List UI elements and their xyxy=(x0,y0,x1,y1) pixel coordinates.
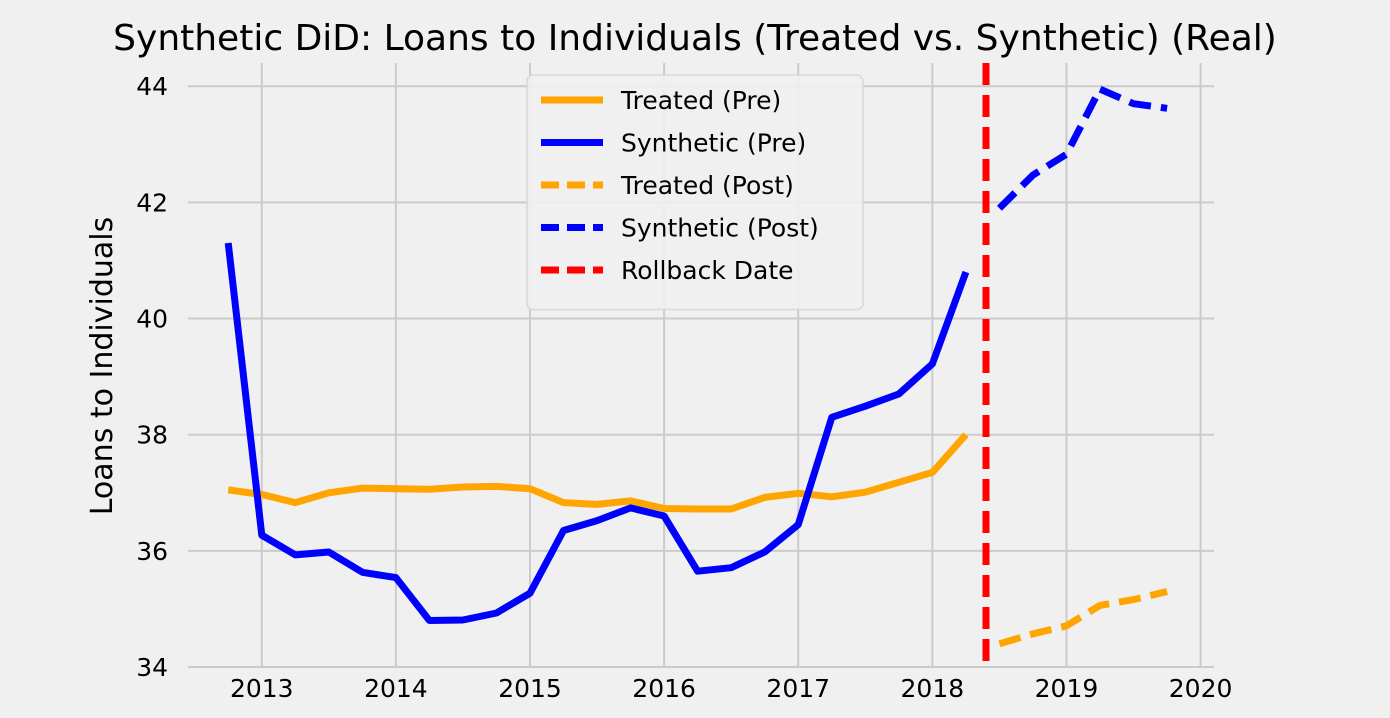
legend: Treated (Pre) Synthetic (Pre) Treated (Pos… xyxy=(526,74,864,311)
chart-title: Synthetic DiD: Loans to Individuals (Tre… xyxy=(113,18,1277,59)
x-tick-label: 2015 xyxy=(498,674,562,703)
x-tick-labels: 2013 2014 2015 2016 2017 2018 2019 2020 xyxy=(230,674,1232,703)
y-tick-label: 38 xyxy=(136,421,168,450)
x-tick-label: 2019 xyxy=(1035,674,1099,703)
series-line-synthetic-post xyxy=(996,85,1168,211)
series-line-treated-pre xyxy=(227,432,969,513)
y-tick-label: 42 xyxy=(136,188,168,217)
legend-box xyxy=(526,74,864,311)
legend-label-treated-pre: Treated (Pre) xyxy=(620,86,781,115)
y-tick-label: 34 xyxy=(136,653,168,682)
y-axis-label: Loans to Individuals xyxy=(85,217,120,516)
x-tick-label: 2018 xyxy=(901,674,965,703)
y-tick-label: 40 xyxy=(136,305,168,334)
x-tick-label: 2013 xyxy=(230,674,294,703)
legend-label-treated-post: Treated (Post) xyxy=(620,171,794,200)
x-tick-label: 2017 xyxy=(766,674,830,703)
x-tick-label: 2016 xyxy=(632,674,696,703)
legend-label-synthetic-post: Synthetic (Post) xyxy=(621,214,819,243)
legend-label-synthetic-pre: Synthetic (Pre) xyxy=(621,129,806,158)
y-tick-label: 44 xyxy=(136,72,168,101)
x-tick-label: 2020 xyxy=(1169,674,1233,703)
y-tick-label: 36 xyxy=(136,537,168,566)
series-line-synthetic-pre xyxy=(224,242,970,624)
legend-label-rollback-date: Rollback Date xyxy=(621,256,794,285)
series-line-treated-post xyxy=(998,588,1168,648)
y-tick-labels: 34 36 38 40 42 44 xyxy=(136,72,168,682)
plot-lines xyxy=(224,63,1168,667)
x-tick-label: 2014 xyxy=(364,674,428,703)
